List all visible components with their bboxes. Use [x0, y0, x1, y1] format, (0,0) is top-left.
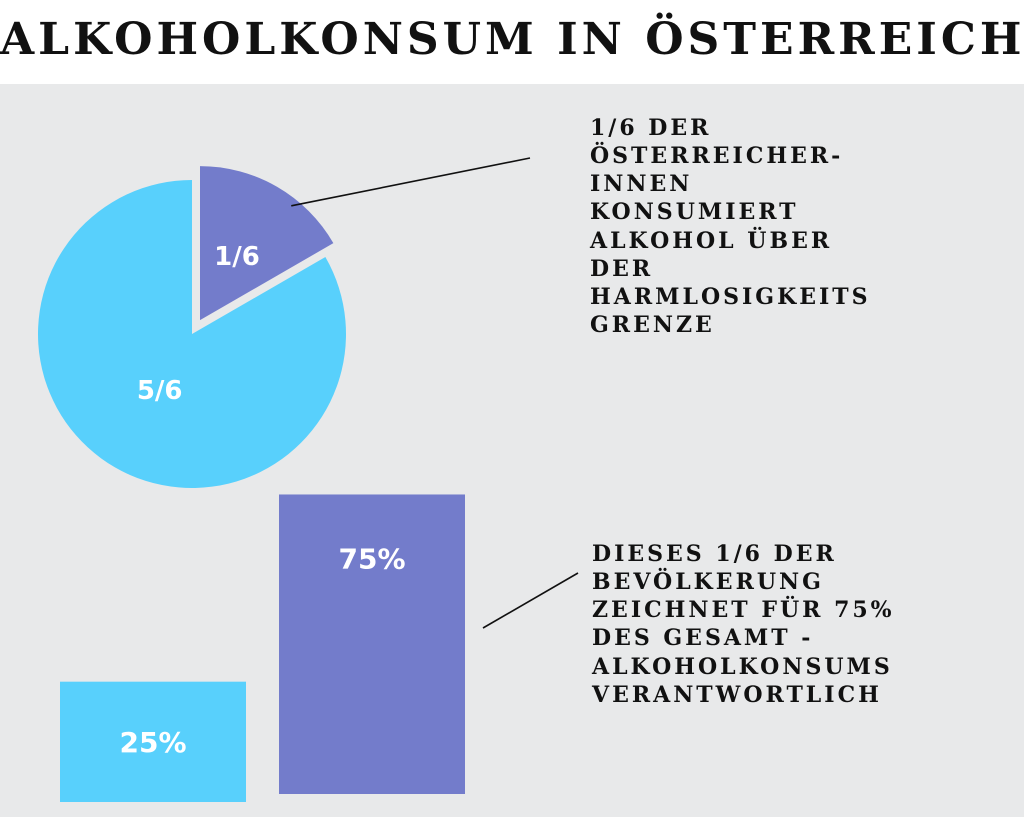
pie-chart: 1/6 5/6 — [37, 166, 346, 489]
bar — [60, 681, 246, 802]
bar — [279, 494, 465, 794]
pie-leader-line — [291, 157, 531, 207]
bar-annotation: DIESES 1/6 DER BEVÖLKERUNG ZEICHNET FÜR 75… — [592, 540, 952, 709]
pie-annotation-line: KONSUMIERT — [590, 199, 799, 226]
bar-chart: 25% 75% — [60, 494, 465, 802]
pie-annotation: 1/6 DER ÖSTERREICHER- INNEN KONSUMIERT ALKOH… — [590, 114, 910, 339]
bar-annotation-line: ZEICHNET FÜR 75% — [592, 597, 895, 624]
pie-slice-label: 5/6 — [137, 376, 183, 406]
pie-annotation-line: DER — [590, 255, 654, 282]
page-title: ALKOHOLKONSUM IN ÖSTERREICH — [0, 14, 1024, 65]
bar-leader-line — [482, 572, 579, 629]
pie-annotation-line: ÖSTERREICHER- — [590, 143, 844, 170]
bar-value-label: 75% — [338, 542, 405, 575]
pie-annotation-line: ALKOHOL ÜBER — [590, 227, 833, 254]
pie-annotation-line: INNEN — [590, 171, 693, 198]
pie-annotation-line: GRENZE — [590, 312, 715, 339]
bar-annotation-line: VERANTWORTLICH — [592, 681, 882, 708]
pie-slice — [37, 180, 346, 489]
bar-value-label: 25% — [119, 726, 186, 759]
pie-annotation-line: 1/6 DER — [590, 115, 712, 141]
bar-annotation-line: DIESES 1/6 DER — [592, 541, 837, 567]
bar-annotation-line: BEVÖLKERUNG — [592, 569, 824, 596]
bar-annotation-line: DES GESAMT - — [592, 625, 814, 652]
pie-slice-label: 1/6 — [214, 242, 260, 272]
pie-annotation-line: HARMLOSIGKEITS — [590, 283, 871, 310]
bar-annotation-line: ALKOHOLKONSUMS — [592, 653, 893, 680]
